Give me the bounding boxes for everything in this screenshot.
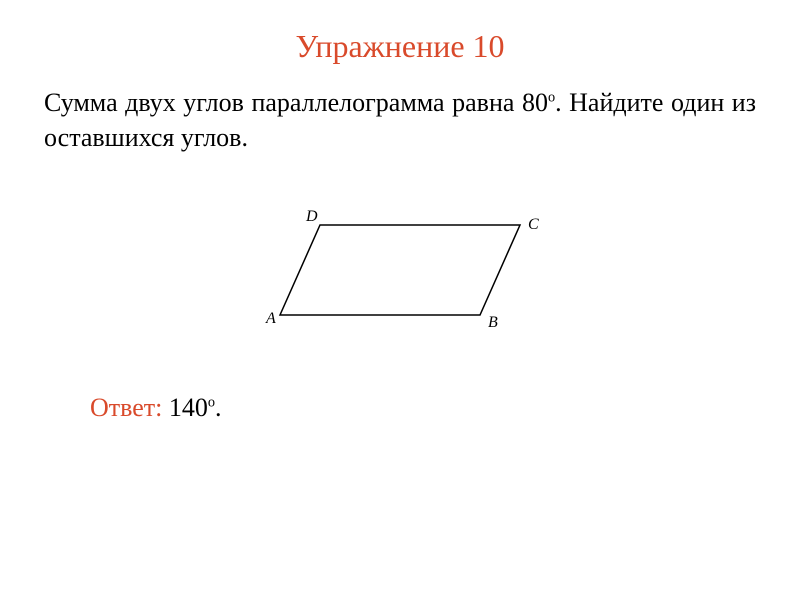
answer-tail: . — [215, 393, 222, 422]
parallelogram-diagram: A B C D — [240, 195, 560, 345]
parallelogram-shape — [280, 225, 520, 315]
vertex-label-a: A — [265, 310, 276, 327]
answer-label: Ответ: — [90, 393, 162, 422]
exercise-title: Упражнение 10 — [0, 0, 800, 65]
answer-value: 140 — [162, 393, 208, 422]
problem-statement: Сумма двух углов параллелограмма равна 8… — [0, 65, 800, 155]
vertex-label-c: C — [528, 216, 539, 233]
problem-text-part1: Сумма двух углов параллелограмма равна 8… — [44, 88, 548, 117]
vertex-label-d: D — [305, 208, 318, 225]
vertex-label-b: B — [488, 314, 498, 331]
answer-line: Ответ: 140о. — [0, 393, 800, 423]
diagram-container: A B C D — [0, 195, 800, 345]
degree-symbol: о — [208, 395, 215, 411]
